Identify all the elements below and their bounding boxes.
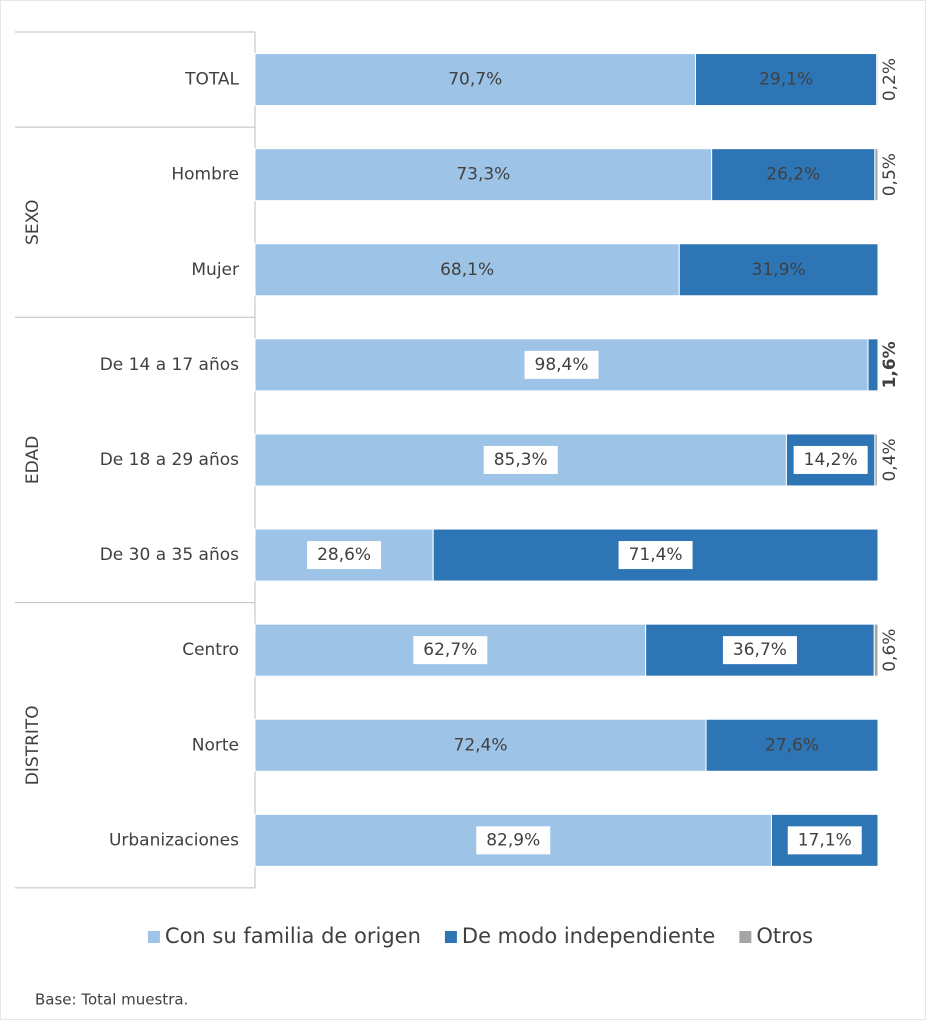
data-label: 82,9% [486, 830, 540, 850]
data-label: 36,7% [733, 640, 787, 660]
group-label: DISTRITO [23, 705, 43, 785]
data-label: 29,1% [759, 70, 813, 90]
data-label: 0,2% [880, 58, 900, 101]
legend-swatch [739, 931, 752, 943]
bar-segment [867, 338, 879, 392]
data-label: 68,1% [440, 260, 494, 280]
label-box [722, 636, 797, 665]
label-box [618, 541, 693, 570]
data-label: 17,1% [798, 830, 852, 850]
legend-label: De modo independiente [462, 924, 715, 948]
y-tick-label: Mujer [191, 260, 239, 280]
label-box [413, 636, 488, 665]
legend-label: Con su familia de origen [165, 924, 421, 948]
data-label: 28,6% [317, 545, 371, 565]
group-label: SEXO [23, 199, 43, 244]
data-label: 72,4% [454, 735, 508, 755]
data-label: 62,7% [423, 640, 477, 660]
data-label: 26,2% [766, 165, 820, 185]
data-label: 0,5% [880, 153, 900, 196]
bar-segment [678, 243, 879, 297]
data-label: 85,3% [494, 450, 548, 470]
bar-segment [254, 718, 707, 772]
label-box [787, 826, 862, 855]
legend: Con su familia de origen De modo independ… [147, 924, 813, 948]
y-tick-label: Norte [192, 735, 239, 755]
label-box [524, 350, 599, 379]
bar-segment [254, 148, 713, 202]
data-label: 73,3% [456, 165, 510, 185]
legend-swatch [444, 931, 457, 943]
data-label: 1,6% [880, 341, 900, 388]
data-label: 70,7% [448, 70, 502, 90]
label-box [483, 445, 558, 474]
data-label: 71,4% [629, 545, 683, 565]
label-box [793, 445, 868, 474]
data-label: 0,6% [880, 629, 900, 672]
y-tick-label: De 30 a 35 años [100, 545, 239, 565]
bar-segment [254, 243, 680, 297]
data-label: 0,4% [880, 438, 900, 481]
y-tick-label: De 14 a 17 años [100, 355, 239, 375]
bar-segment [874, 433, 878, 487]
group-label: EDAD [23, 436, 43, 484]
y-tick-label: De 18 a 29 años [100, 450, 239, 470]
bar-segment [711, 148, 876, 202]
label-box [307, 541, 382, 570]
y-tick-label: Hombre [171, 165, 239, 185]
y-tick-label: TOTAL [184, 70, 239, 90]
data-label: 98,4% [535, 355, 589, 375]
data-label: 27,6% [765, 735, 819, 755]
bar-segment [876, 53, 879, 107]
data-label: 14,2% [804, 450, 858, 470]
legend-label: Otros [756, 924, 813, 948]
y-tick-label: Urbanizaciones [109, 830, 239, 850]
y-tick-label: Centro [182, 640, 239, 660]
legend-swatch [147, 931, 160, 943]
bar-segment [705, 718, 879, 772]
bar-segment [874, 148, 879, 202]
label-box [476, 826, 551, 855]
footnote: Base: Total muestra. [35, 991, 188, 1009]
bar-segment [873, 623, 879, 677]
data-label: 31,9% [752, 260, 806, 280]
